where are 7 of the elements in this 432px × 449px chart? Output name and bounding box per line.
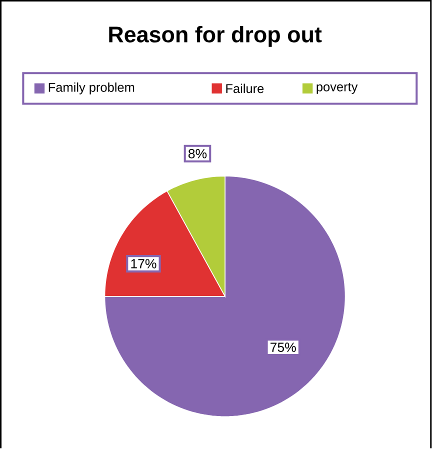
data-label: 8% [188, 148, 207, 158]
data-label: 75% [270, 342, 296, 352]
data-label: 17% [131, 259, 156, 268]
legend-label: Family problem [49, 82, 134, 94]
chart-title: Reason for drop out [109, 26, 322, 47]
legend-label: poverty [316, 82, 358, 94]
legend-label: Failure [226, 84, 264, 94]
